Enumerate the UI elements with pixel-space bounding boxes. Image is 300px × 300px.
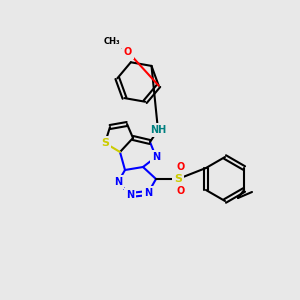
Text: O: O [124,47,132,57]
Text: N: N [144,188,152,198]
Text: O: O [177,162,185,172]
Text: N: N [126,190,134,200]
Text: CH₃: CH₃ [104,38,120,46]
Text: NH: NH [150,125,166,135]
Text: N: N [152,152,160,162]
Text: S: S [174,174,182,184]
Text: S: S [101,138,109,148]
Text: N: N [114,177,122,187]
Text: O: O [177,186,185,196]
